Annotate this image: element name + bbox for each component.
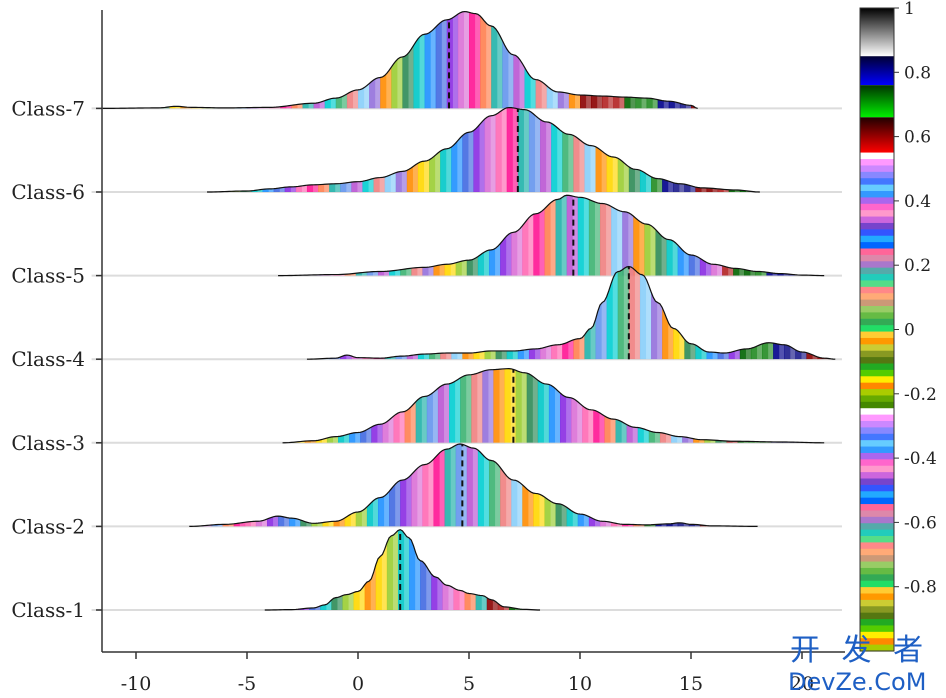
ridge-outline-class-1: [264, 528, 541, 611]
class-label-class-6: Class-6: [11, 180, 85, 204]
watermark-line1: 开 发 者: [790, 633, 929, 668]
x-tick-label--5: -5: [238, 673, 257, 695]
class-label-class-1: Class-1: [11, 598, 85, 622]
x-tick-label-15: 15: [679, 673, 703, 695]
colorbar-tick-label-0: 1: [904, 0, 915, 19]
colorbar-tick-label-6: -0.2: [904, 385, 937, 405]
ridge-outline-class-6: [207, 106, 760, 193]
ridge-outline-class-4: [306, 265, 836, 360]
colorbar-tick-label-1: 0.8: [904, 63, 931, 83]
class-label-class-4: Class-4: [11, 347, 85, 371]
x-tick-label--10: -10: [121, 673, 152, 695]
ridge-outline-class-2: [189, 443, 758, 527]
ridge-outline-class-7: [102, 10, 698, 109]
x-tick-label-20: 20: [790, 673, 814, 695]
colorbar-tick-label-4: 0.2: [904, 256, 931, 276]
axes-group: Class-7 Class-6 Class-5 Class-4 Class-3 Class…: [11, 10, 845, 695]
ridge-fill-class-7: [102, 11, 698, 109]
class-label-class-5: Class-5: [11, 264, 85, 288]
watermark: 开 发 者 DevZe.CoM: [788, 633, 929, 696]
class-label-class-7: Class-7: [11, 96, 85, 120]
colorbar: 1 0.8 0.6 0.4 0.2 0 -0.2 -0.4 -0.6 -0.8: [859, 0, 937, 652]
colorbar-tick-label-9: -0.8: [904, 578, 937, 598]
colorbar-tick-label-3: 0.4: [904, 192, 931, 212]
colorbar-tick-label-2: 0.6: [904, 128, 931, 148]
class-label-class-3: Class-3: [11, 431, 85, 455]
x-tick-label-5: 5: [463, 673, 475, 695]
x-tick-label-10: 10: [568, 673, 592, 695]
ridge-outline-class-3: [282, 368, 825, 444]
x-tick-label-0: 0: [352, 673, 364, 695]
ridge-outline-class-5: [278, 194, 825, 277]
colorbar-tick-label-8: -0.6: [904, 513, 937, 533]
watermark-line2: DevZe.CoM: [788, 668, 926, 696]
colorbar-tick-label-7: -0.4: [904, 449, 937, 469]
ridges-group: [91, 10, 842, 611]
class-label-class-2: Class-2: [11, 514, 85, 538]
colorbar-tick-label-5: 0: [904, 321, 915, 341]
